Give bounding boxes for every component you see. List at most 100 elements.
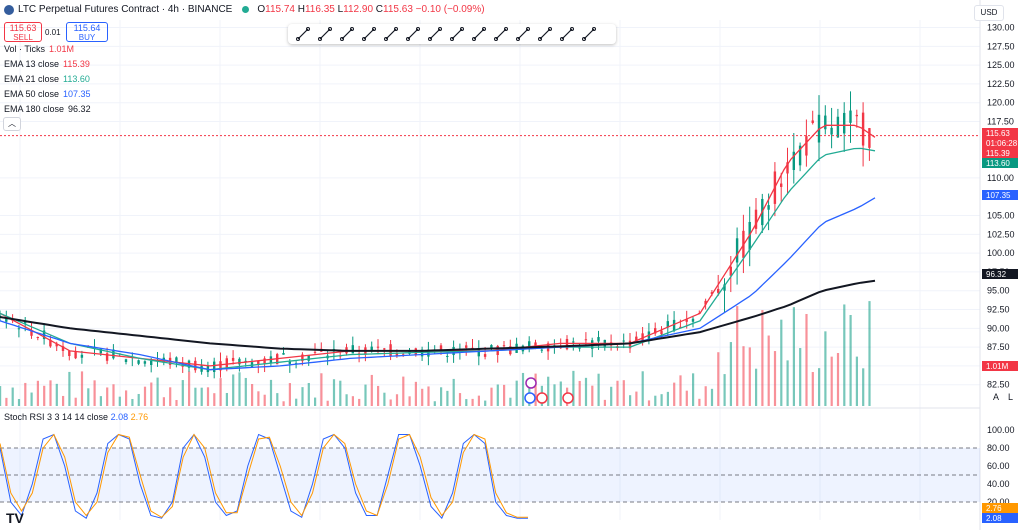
- volume-bar: [414, 381, 417, 406]
- volume-bar: [169, 387, 172, 406]
- event-marker-icon: [525, 377, 537, 389]
- candle-body: [150, 360, 153, 365]
- event-marker-icon: [536, 392, 548, 404]
- volume-bar: [112, 384, 115, 406]
- volume-bar: [307, 382, 310, 406]
- volume-bar: [673, 382, 676, 406]
- volume-bar: [509, 397, 512, 406]
- candle-body: [723, 284, 726, 291]
- candle-body: [824, 115, 827, 130]
- auto-scale-button[interactable]: A: [993, 392, 1000, 402]
- candle-body: [49, 339, 52, 347]
- volume-bar: [389, 399, 392, 406]
- log-scale-button[interactable]: L: [1008, 392, 1014, 402]
- volume-bar: [477, 395, 480, 406]
- volume-bar: [780, 319, 783, 406]
- volume-bar: [503, 384, 506, 406]
- brush-icon[interactable]: [578, 25, 600, 43]
- candle-body: [24, 321, 27, 324]
- volume-bar: [17, 399, 21, 406]
- ohlc-values: O115.74 H116.35 L112.90 C115.63 −0.10 (−…: [257, 4, 485, 15]
- indicator-value: 96.32: [68, 104, 91, 114]
- candle-body: [483, 354, 487, 357]
- volume-bar: [213, 393, 216, 406]
- candle-body: [99, 348, 102, 354]
- candle-body: [313, 351, 317, 353]
- volume-bar: [584, 377, 588, 406]
- candle-body: [843, 112, 846, 134]
- ray-icon[interactable]: [358, 25, 380, 43]
- volume-bar: [830, 356, 833, 406]
- volume-bar: [332, 379, 336, 406]
- text-icon[interactable]: [380, 25, 402, 43]
- price-label-tag: [982, 138, 1018, 148]
- volume-bar: [660, 394, 663, 406]
- volume-bar: [767, 335, 770, 406]
- candle-body: [798, 145, 802, 166]
- volume-bar: [74, 397, 77, 406]
- tradingview-logo: TV: [6, 510, 24, 526]
- candle-body: [735, 238, 739, 263]
- price-label-text: 01:06:28: [986, 139, 1018, 148]
- price-label-tag: [982, 269, 1018, 279]
- fib-retracement-icon[interactable]: [490, 25, 512, 43]
- indicator-value: 113.60: [63, 74, 90, 84]
- indicator-legend[interactable]: Vol · Ticks 1.01M: [4, 44, 74, 54]
- rectangle-icon[interactable]: [402, 25, 424, 43]
- candle-body: [836, 116, 840, 138]
- indicator-legend[interactable]: EMA 13 close 115.39: [4, 59, 90, 69]
- long-position-icon[interactable]: [424, 25, 446, 43]
- volume-bar: [11, 387, 14, 406]
- path-icon[interactable]: [468, 25, 490, 43]
- volume-bar: [43, 385, 46, 406]
- volume-bar: [225, 392, 228, 406]
- indicator-legend[interactable]: EMA 50 close 107.35: [4, 89, 91, 99]
- volume-bar: [106, 387, 109, 406]
- candle-body: [710, 292, 714, 294]
- volume-bar: [471, 398, 474, 406]
- indicator-legend[interactable]: EMA 21 close 113.60: [4, 74, 90, 84]
- horizontal-line-icon[interactable]: [314, 25, 336, 43]
- chevron-up-icon[interactable]: ︿: [3, 117, 21, 131]
- volume-bar: [692, 373, 695, 406]
- vertical-line-icon[interactable]: [446, 25, 468, 43]
- volume-bar: [345, 394, 348, 406]
- volume-bar: [704, 386, 707, 406]
- candle-body: [231, 357, 235, 361]
- candle-body: [805, 136, 808, 156]
- volume-bar: [484, 400, 487, 406]
- candle-body: [628, 340, 632, 349]
- volume-bar: [68, 371, 71, 406]
- volume-bar: [534, 373, 537, 406]
- polyline-icon[interactable]: [534, 25, 556, 43]
- volume-bar: [641, 371, 644, 406]
- candle-body: [0, 315, 2, 317]
- buy-button[interactable]: 115.64 BUY: [66, 22, 108, 42]
- symbol-title[interactable]: LTC Perpetual Futures Contract · 4h · BI…: [18, 4, 233, 15]
- ltc-logo-icon: [4, 4, 14, 15]
- candle-body: [219, 361, 222, 371]
- price-label-tag: [982, 128, 1018, 138]
- sell-button[interactable]: 115.63 SELL: [4, 22, 42, 42]
- volume-bar: [36, 380, 39, 406]
- currency-selector[interactable]: USD: [974, 5, 1004, 21]
- volume-bar: [232, 374, 235, 406]
- volume-bar: [194, 387, 197, 406]
- trend-line-icon[interactable]: [292, 25, 314, 43]
- arrow-marker-icon[interactable]: [556, 25, 578, 43]
- candle-body: [572, 341, 575, 343]
- candle-body: [465, 345, 468, 348]
- parallel-channel-icon[interactable]: [336, 25, 358, 43]
- volume-bar: [616, 380, 619, 406]
- volume-bar: [572, 370, 575, 406]
- indicator-legend[interactable]: EMA 180 close 96.32: [4, 104, 91, 114]
- price-label-text: 1.01M: [986, 362, 1009, 371]
- volume-bar: [351, 396, 354, 406]
- volume-bar: [408, 396, 411, 406]
- candle-body: [635, 336, 638, 342]
- event-marker-icon: [524, 392, 536, 404]
- volume-bar: [137, 393, 140, 406]
- price-tick-label: 90.00: [987, 323, 1010, 333]
- price-range-icon[interactable]: [512, 25, 534, 43]
